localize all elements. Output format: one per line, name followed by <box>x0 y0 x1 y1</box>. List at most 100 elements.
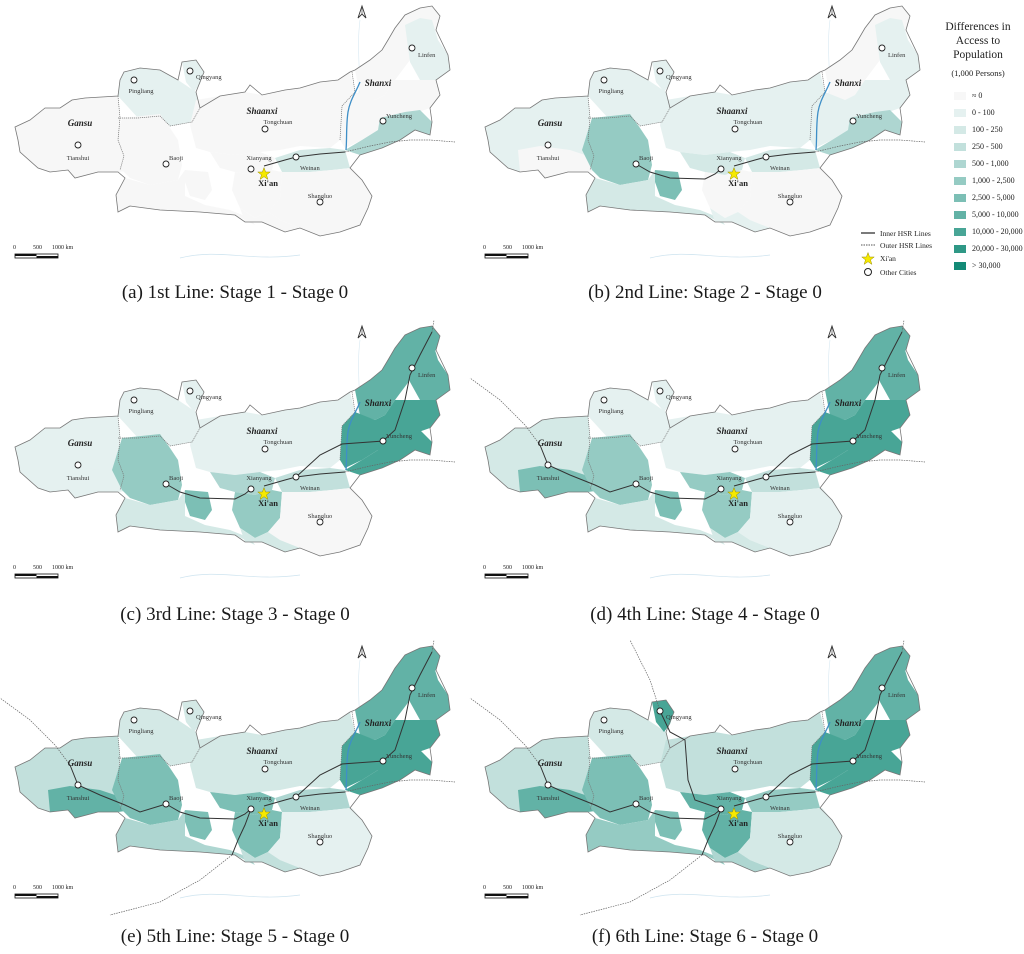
province-boundary <box>587 95 595 171</box>
scale-label: 0 <box>483 885 486 891</box>
region-qingyang <box>182 60 204 92</box>
region-qingyang <box>182 700 204 732</box>
legend-label: ≈ 0 <box>972 91 983 100</box>
region-central-west <box>116 170 255 225</box>
caption-c: (c) 3rd Line: Stage 3 - Stage 0 <box>120 604 350 625</box>
scale-label: 500 <box>33 245 42 251</box>
legend-inner-label: Inner HSR Lines <box>880 228 931 238</box>
inner-hsr-line <box>295 651 433 798</box>
region-xianyang <box>210 472 275 495</box>
north-arrow-icon <box>357 4 367 19</box>
legend-class: 2,500 - 5,000 <box>954 189 1024 206</box>
legend-label: 0 - 100 <box>972 108 995 117</box>
city-label-tianshui: Tianshui <box>67 795 90 802</box>
region-yuncheng <box>345 430 432 475</box>
region-baoji-south <box>185 490 212 520</box>
region-central-west <box>586 490 725 545</box>
scale-label: 1000 km <box>52 885 74 891</box>
class-legend: Differences in Access to Population (1,0… <box>932 0 1024 274</box>
outer-hsr-line <box>344 459 456 473</box>
province-boundary <box>118 427 201 447</box>
city-marker-tongchuan <box>731 445 739 453</box>
scale-label: 0 <box>483 245 486 251</box>
solid-line-icon <box>860 231 876 235</box>
legend-items: ≈ 0 0 - 100 100 - 250 250 - 500 500 - 1,… <box>932 87 1024 274</box>
outer-hsr-line <box>344 779 456 793</box>
city-label-pingliang: Pingliang <box>129 408 155 415</box>
legend-label: 1,000 - 2,500 <box>972 176 1015 185</box>
region-tianshui <box>518 466 602 498</box>
region-tongchuan-north <box>190 392 355 475</box>
city-label-linfen: Linfen <box>418 692 436 699</box>
inner-hsr-line <box>659 710 722 810</box>
city-label-shangluo: Shangluo <box>308 193 333 200</box>
legend-class: 1,000 - 2,500 <box>954 172 1024 189</box>
inner-hsr-line <box>231 808 252 856</box>
scale-label: 0 <box>483 565 486 571</box>
legend-other-label: Other Cities <box>880 267 917 277</box>
city-label-weinan: Weinan <box>770 485 790 492</box>
region-shanxi-mid <box>340 80 440 148</box>
map-panel-a: Gansu Shaanxi Shanxi Tianshui Pingliang Qingy… <box>0 0 470 270</box>
region-tianshui <box>48 466 132 498</box>
region-xian <box>232 490 282 538</box>
province-boundary <box>809 71 826 141</box>
city-marker-yuncheng <box>379 117 387 125</box>
map-panel-b: Gansu Shaanxi Shanxi Tianshui Pingliang Qingy… <box>470 0 940 270</box>
region-south-central <box>240 528 300 552</box>
circle-icon <box>860 267 876 277</box>
city-label-pingliang: Pingliang <box>129 88 155 95</box>
scale-label: 0 <box>13 565 16 571</box>
city-marker-baoji <box>632 160 640 168</box>
city-marker-linfen <box>878 44 886 52</box>
province-boundary <box>484 5 921 237</box>
legend-label: 500 - 1,000 <box>972 159 1009 168</box>
outer-hsr-line <box>901 319 905 333</box>
region-pingliang <box>588 68 670 126</box>
inner-hsr-line <box>165 803 252 820</box>
legend-swatch <box>954 227 966 236</box>
city-marker-tianshui <box>544 781 552 789</box>
city-label-yuncheng: Yuncheng <box>856 753 883 760</box>
province-boundary <box>118 107 201 127</box>
city-label-yuncheng: Yuncheng <box>386 433 413 440</box>
map-svg: Gansu Shaanxi Shanxi Tianshui Pingliang Qingy… <box>13 319 456 579</box>
legend-class: 500 - 1,000 <box>954 155 1024 172</box>
regions <box>15 646 450 876</box>
region-tongchuan-north <box>660 72 825 155</box>
map-panel-d: Gansu Shaanxi Shanxi Tianshui Pingliang Qingy… <box>469 319 940 590</box>
province-boundary <box>117 735 125 811</box>
city-marker-weinan <box>762 473 770 481</box>
region-south-central <box>710 208 770 232</box>
city-label-linfen: Linfen <box>418 52 436 59</box>
caption-f: (f) 6th Line: Stage 6 - Stage 0 <box>591 926 819 947</box>
legend-class: 10,000 - 20,000 <box>954 223 1024 240</box>
legend-inner-hsr: Inner HSR Lines <box>860 227 950 239</box>
outer-hsr-line <box>814 459 926 473</box>
city-label-xian: Xi'an <box>728 498 748 508</box>
city-marker-yuncheng <box>849 757 857 765</box>
city-marker-shangluo <box>786 198 794 206</box>
city-marker-baoji <box>162 160 170 168</box>
inner-hsr-line <box>765 331 903 478</box>
region-tongchuan-north <box>660 712 825 795</box>
city-marker-pingliang <box>130 396 138 404</box>
city-marker-xianyang <box>717 805 725 813</box>
city-label-xian: Xi'an <box>258 818 278 828</box>
river <box>649 253 771 259</box>
scale-label: 500 <box>503 245 512 251</box>
city-marker-weinan <box>292 793 300 801</box>
province-boundary <box>588 107 671 127</box>
legend-swatch <box>954 159 966 168</box>
legend-class: ≈ 0 <box>954 87 1024 104</box>
region-linfen <box>405 658 450 720</box>
region-weinan <box>745 468 820 492</box>
scale-label: 1000 km <box>52 565 74 571</box>
region-baoji <box>112 114 182 185</box>
map-svg: Gansu Shaanxi Shanxi Tianshui Pingliang Qingy… <box>469 319 926 579</box>
province-label-gansu: Gansu <box>538 438 563 448</box>
province-boundary <box>339 391 356 461</box>
region-yuncheng <box>815 110 902 155</box>
inner-hsr-line <box>295 331 433 478</box>
inner-hsr-line <box>635 483 722 500</box>
